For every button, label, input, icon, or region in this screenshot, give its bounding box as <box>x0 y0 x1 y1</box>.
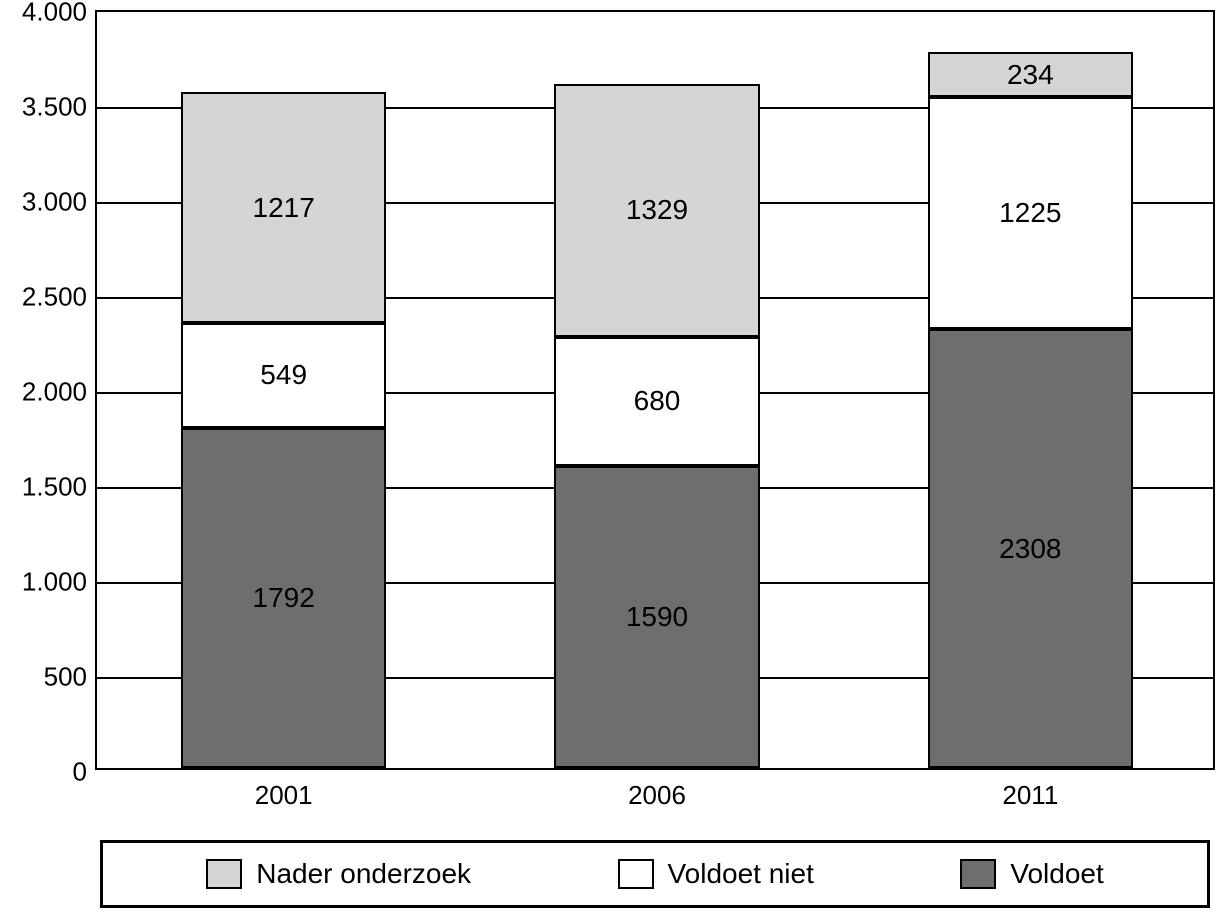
y-tick-label: 1.500 <box>22 472 87 503</box>
y-tick-label: 500 <box>44 662 87 693</box>
legend-label: Voldoet niet <box>668 858 814 890</box>
bar-segment-nader_onderzoek: 234 <box>928 52 1133 96</box>
bar-value-label: 2308 <box>999 533 1061 565</box>
bar-value-label: 1225 <box>999 197 1061 229</box>
y-tick-label: 3.000 <box>22 187 87 218</box>
y-tick-label: 4.000 <box>22 0 87 28</box>
y-tick-label: 1.000 <box>22 567 87 598</box>
y-tick-label: 3.500 <box>22 92 87 123</box>
bar-segment-voldoet: 2308 <box>928 329 1133 768</box>
legend-label: Nader onderzoek <box>256 858 471 890</box>
y-tick-label: 2.500 <box>22 282 87 313</box>
bar-segment-nader_onderzoek: 1329 <box>554 84 759 337</box>
bar-segment-voldoet_niet: 549 <box>181 323 386 427</box>
bar-group: 2308 1225 234 <box>928 8 1133 768</box>
bar-segment-voldoet: 1590 <box>554 466 759 768</box>
legend-swatch <box>960 859 996 889</box>
bar-value-label: 680 <box>634 385 681 417</box>
bar-segment-nader_onderzoek: 1217 <box>181 92 386 323</box>
bar-group: 1590 680 1329 <box>554 8 759 768</box>
bar-value-label: 1590 <box>626 601 688 633</box>
legend-item-voldoet: Voldoet <box>960 858 1103 890</box>
legend: Nader onderzoek Voldoet niet Voldoet <box>100 840 1210 908</box>
x-tick-label: 2001 <box>255 780 313 811</box>
bar-group: 1792 549 1217 <box>181 8 386 768</box>
bar-value-label: 1217 <box>253 192 315 224</box>
x-tick-label: 2011 <box>1002 780 1058 811</box>
legend-label: Voldoet <box>1010 858 1103 890</box>
bar-value-label: 549 <box>260 359 307 391</box>
plot-area: 05001.0001.5002.0002.5003.0003.5004.0001… <box>95 10 1215 770</box>
x-tick-label: 2006 <box>628 780 686 811</box>
stacked-bar-chart: 0 500 1.000 1.500 2.000 2.500 3.000 3.500 4.000 1… <box>0 0 1229 921</box>
bar-segment-voldoet_niet: 680 <box>554 337 759 466</box>
legend-swatch <box>206 859 242 889</box>
legend-item-nader_onderzoek: Nader onderzoek <box>206 858 471 890</box>
bar-value-label: 1329 <box>626 194 688 226</box>
bar-segment-voldoet: 1792 <box>181 428 386 768</box>
bar-value-label: 234 <box>1007 59 1054 91</box>
y-tick-label: 2.000 <box>22 377 87 408</box>
bar-segment-voldoet_niet: 1225 <box>928 97 1133 330</box>
legend-item-voldoet_niet: Voldoet niet <box>618 858 814 890</box>
y-tick-label: 0 <box>73 757 87 788</box>
bar-value-label: 1792 <box>253 582 315 614</box>
legend-swatch <box>618 859 654 889</box>
